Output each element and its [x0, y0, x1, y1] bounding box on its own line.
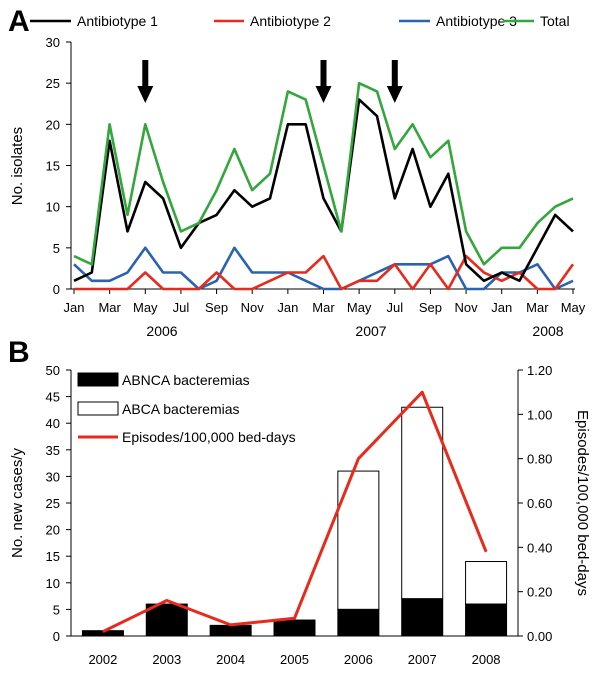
bar-abnca: [401, 598, 444, 637]
y-tick-label: 10: [46, 576, 60, 591]
panel-b-chart: No. new cases/y Episodes/100,000 bed-day…: [9, 363, 591, 667]
series-line-total: [73, 81, 574, 266]
y-tick-label: 40: [46, 416, 60, 431]
bar-abca: [401, 406, 444, 600]
x-tick-label: 2006: [344, 652, 373, 667]
x-tick-label: Jul: [173, 300, 190, 315]
arrow-shaft: [320, 60, 327, 88]
panel-b-x-ticks: 2002 2003 2004 2005 2006 2007 2008: [88, 652, 500, 667]
y-tick-label: 35: [46, 443, 60, 458]
x-tick-label: Jul: [386, 300, 403, 315]
series-line-antibiotype-1: [73, 98, 574, 283]
bar-abnca: [209, 624, 252, 637]
legend-label: Antibiotype 1: [77, 13, 158, 29]
legend-label: Antibiotype 2: [250, 13, 331, 29]
arrow-shaft: [391, 60, 398, 88]
panel-a-arrows: [137, 60, 403, 103]
year-label-2007: 2007: [355, 323, 386, 339]
panel-a-chart: Antibiotype 1 Antibiotype 2 Antibiotype 3 T…: [9, 13, 586, 339]
y2-tick-label: 1.00: [527, 407, 552, 422]
x-tick-label: Nov: [241, 300, 265, 315]
y2-tick-label: 0.40: [527, 540, 552, 555]
x-tick-label: Nov: [455, 300, 479, 315]
y-tick-label: 30: [46, 35, 60, 50]
panel-b-line-series: [102, 390, 488, 633]
panel-b-legend: ABNCA bacteremias ABCA bacteremias Episode…: [77, 372, 296, 445]
y-tick-label: 20: [46, 523, 60, 538]
legend-label: Total: [540, 13, 570, 29]
y-tick-label: 25: [46, 76, 60, 91]
year-label-2006: 2006: [146, 323, 177, 339]
panel-a-x-ticks: Jan Mar May Jul Sep Nov Jan Mar May Jul Sep Nov Jan M…: [64, 289, 586, 315]
bar-abnca: [337, 608, 380, 637]
y-tick-label: 0: [53, 629, 60, 644]
x-tick-label: May: [347, 300, 372, 315]
arrow-icon: [315, 86, 332, 103]
y2-tick-label: 0.00: [527, 629, 552, 644]
x-tick-label: 2007: [408, 652, 437, 667]
y-tick-label: 10: [46, 200, 60, 215]
x-tick-label: 2003: [152, 652, 181, 667]
arrow-icon: [137, 86, 154, 103]
x-tick-label: Mar: [98, 300, 121, 315]
x-tick-label: 2008: [472, 652, 501, 667]
y2-tick-label: 1.20: [527, 363, 552, 378]
x-tick-label: May: [133, 300, 158, 315]
y-tick-label: 25: [46, 496, 60, 511]
bar-abnca: [145, 603, 188, 637]
y-tick-label: 50: [46, 363, 60, 378]
x-tick-label: May: [561, 300, 586, 315]
x-tick-label: Jan: [277, 300, 298, 315]
panel-b-y2-axis-title: Episodes/100,000 bed-days: [574, 410, 591, 596]
legend-label: Antibiotype 3: [436, 13, 517, 29]
bar-abnca: [465, 603, 508, 637]
x-tick-label: Mar: [526, 300, 549, 315]
legend-swatch-abnca: [77, 372, 119, 387]
y-tick-label: 15: [46, 159, 60, 174]
panel-b-bars: [81, 406, 508, 637]
y-tick-label: 30: [46, 469, 60, 484]
legend-label: ABNCA bacteremias: [122, 372, 250, 388]
x-tick-label: Mar: [312, 300, 335, 315]
y-tick-label: 20: [46, 117, 60, 132]
x-tick-label: 2005: [280, 652, 309, 667]
series-line-antibiotype-2: [74, 254, 575, 291]
panel-a-series: [73, 81, 575, 291]
series-line-episodes: [102, 390, 488, 633]
panel-b-y-ticks: 0 5 10 15 20 25 30 35 40 45 50: [46, 363, 71, 644]
bar-abca: [465, 561, 508, 605]
legend-swatch-abca: [77, 401, 119, 416]
bar-abnca: [273, 619, 316, 637]
series-line-antibiotype-3: [73, 246, 574, 291]
x-tick-label: Sep: [205, 300, 228, 315]
y2-tick-label: 0.60: [527, 496, 552, 511]
y2-tick-label: 0.20: [527, 585, 552, 600]
panel-a-y-ticks: 0 5 10 15 20 25 30: [46, 35, 71, 297]
year-label-2008: 2008: [532, 323, 563, 339]
legend-label: ABCA bacteremias: [122, 401, 240, 417]
y-tick-label: 5: [53, 241, 60, 256]
y-tick-label: 45: [46, 390, 60, 405]
panel-b-y-axis-title: No. new cases/y: [9, 447, 26, 558]
arrow-icon: [386, 86, 403, 103]
y-tick-label: 5: [53, 602, 60, 617]
legend-label: Episodes/100,000 bed-days: [122, 429, 296, 445]
panel-a-y-axis-title: No. isolates: [9, 127, 26, 205]
panel-b-y2-ticks: 0.00 0.20 0.40 0.60 0.80 1.00 1.20: [518, 363, 552, 644]
x-tick-label: 2002: [88, 652, 117, 667]
y-tick-label: 0: [53, 282, 60, 297]
y-tick-label: 15: [46, 549, 60, 564]
panel-b-letter: B: [8, 336, 30, 369]
x-tick-label: Jan: [491, 300, 512, 315]
x-tick-label: Jan: [64, 300, 85, 315]
panel-a-letter: A: [8, 5, 30, 38]
x-tick-label: Sep: [419, 300, 442, 315]
arrow-shaft: [142, 60, 149, 88]
panel-a-legend: Antibiotype 1 Antibiotype 2 Antibiotype 3 T…: [30, 13, 570, 29]
y2-tick-label: 0.80: [527, 452, 552, 467]
x-tick-label: 2004: [216, 652, 245, 667]
